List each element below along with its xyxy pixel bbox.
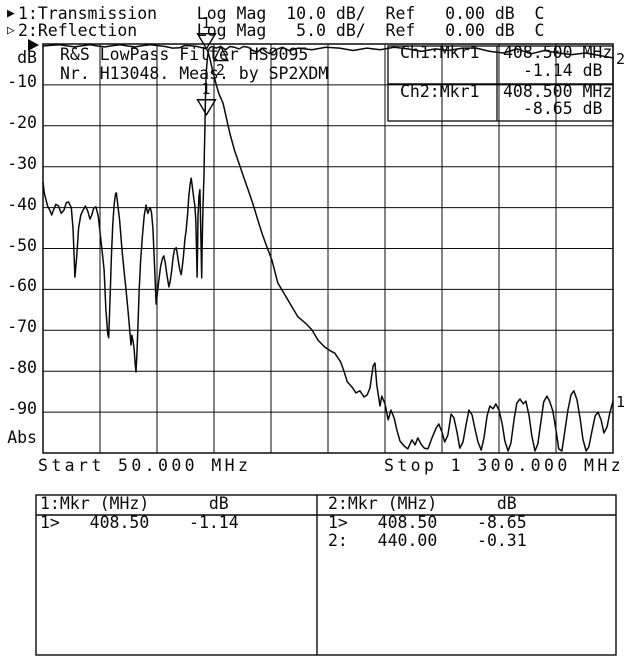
channel1-header: 1:Transmission Log Mag 10.0 dB/ Ref 0.00… <box>18 4 545 23</box>
table1-row: 1> 408.50 -1.14 <box>40 513 239 532</box>
channel2-header: 2:Reflection Log Mag 5.0 dB/ Ref 0.00 dB… <box>18 21 545 40</box>
trace1-active-icon: ▶ <box>7 6 15 21</box>
y-tick-label: -30 <box>7 153 37 173</box>
table2-row: 1> 408.50 -8.65 <box>328 513 527 532</box>
trace-transmission <box>42 44 614 452</box>
marker-symbol <box>196 32 217 51</box>
marker-readout-boxes <box>387 45 614 122</box>
y-tick-label: -50 <box>7 235 37 255</box>
marker-symbol <box>196 99 217 117</box>
stop-frequency-label: Stop 1 300.000 MHz <box>384 456 625 475</box>
ref-position-arrow <box>28 39 39 51</box>
y-tick-label: -40 <box>7 194 37 214</box>
ch2-marker-value: -8.65 dB <box>523 99 603 118</box>
trace-reflection <box>42 45 614 373</box>
annotation-subtitle: Nr. H13048. Meas. by SP2XDM <box>60 64 329 83</box>
ch1-marker-value: -1.14 dB <box>523 61 603 80</box>
table1-header: 1:Mkr (MHz) dB <box>40 494 229 513</box>
y-tick-label: -20 <box>7 112 37 132</box>
table2-header: 2:Mkr (MHz) dB <box>328 494 517 513</box>
annotation-title: R&S LowPass Filter HS9095 <box>60 45 309 64</box>
marker-table-frame <box>35 494 617 656</box>
start-frequency-label: Start 50.000 MHz <box>38 456 252 475</box>
y-tick-label: -80 <box>7 358 37 378</box>
marker-symbol <box>212 44 229 62</box>
ch1-marker-freq: 408.500 MHz <box>503 43 613 62</box>
marker-number-label: 1 <box>616 393 626 412</box>
marker-number-label: 1 <box>201 13 211 32</box>
ch2-marker-freq: 408.500 MHz <box>503 82 613 101</box>
ch2-marker-label: Ch2:Mkr1 <box>400 82 480 101</box>
marker-number-label: 2 <box>215 60 225 79</box>
ch1-marker-label: Ch1:Mkr1 <box>400 43 480 62</box>
y-tick-label: -70 <box>7 317 37 337</box>
y-tick-label: -60 <box>7 276 37 296</box>
y-tick-label: -90 <box>7 399 37 419</box>
trace2-active-icon: ▷ <box>7 23 15 38</box>
marker-number-label: 1 <box>201 79 211 98</box>
marker-number-label: 2 <box>616 49 626 68</box>
table2-row: 2: 440.00 -0.31 <box>328 531 527 550</box>
y-tick-label: -10 <box>7 71 37 91</box>
y-axis-abs-label: Abs <box>7 428 37 447</box>
plot-border <box>42 43 614 454</box>
grid <box>43 44 613 453</box>
y-axis-unit: dB <box>17 48 37 67</box>
